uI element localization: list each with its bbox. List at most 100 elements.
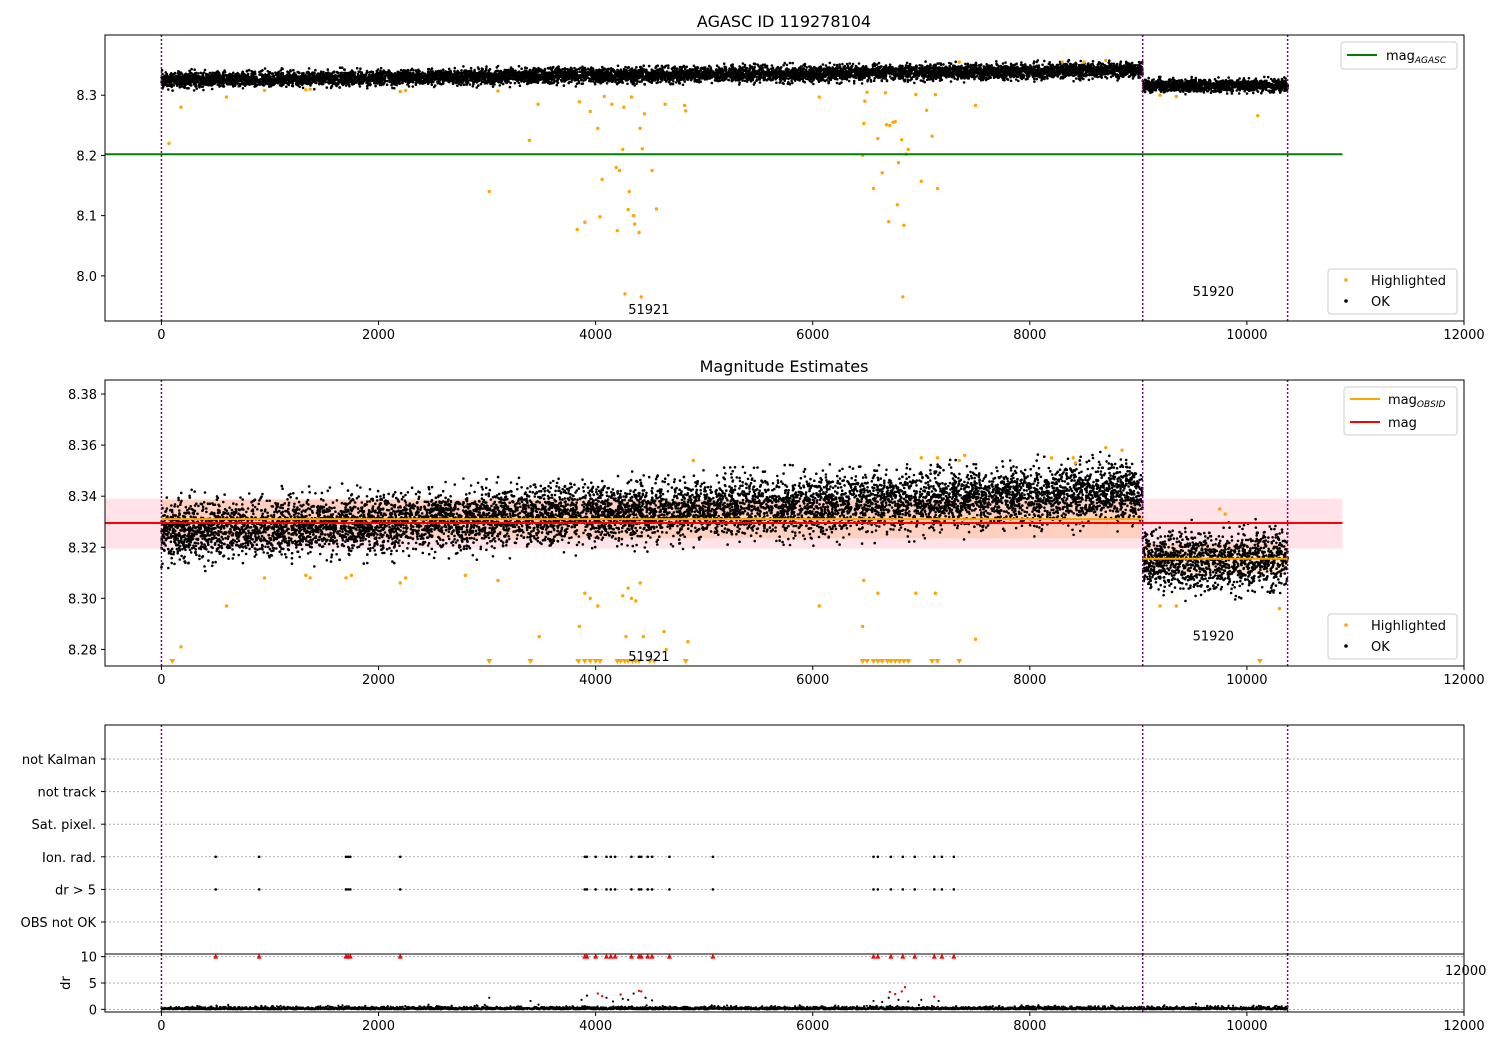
agasc-ok-point (1127, 75, 1131, 78)
agasc-ok-point (1091, 77, 1094, 80)
agasc-ok-point (1091, 62, 1094, 66)
agasc-ok-point (1043, 59, 1046, 63)
agasc-ok-point (1109, 75, 1113, 79)
agasc-ok-point (761, 66, 764, 69)
agasc-ok-point (391, 86, 394, 90)
agasc-ok-point (195, 87, 198, 90)
agasc-ok-point (355, 66, 359, 70)
agasc-ok-point (643, 83, 647, 86)
agasc-ok-point (473, 68, 476, 72)
agasc-ok-point (785, 63, 789, 67)
agasc-ok-point (210, 87, 214, 91)
agasc-ok-point (753, 81, 756, 84)
agasc-ok-point (949, 80, 953, 83)
agasc-ok-point (1033, 80, 1036, 83)
agasc-ok-point (1087, 78, 1091, 82)
agasc-ok-point (838, 82, 841, 85)
agasc-ok-point (888, 63, 892, 66)
agasc-ok-point (913, 66, 916, 69)
agasc-ok-point (338, 86, 341, 89)
agasc-ok-point (171, 89, 174, 92)
agasc-ok-point (462, 83, 466, 86)
agasc-ok-point (498, 84, 502, 87)
agasc-ok-point (1017, 79, 1020, 83)
agasc-ok-point (775, 81, 778, 84)
agasc-ok-point (1103, 64, 1107, 67)
agasc-ok-point (379, 66, 383, 70)
agasc-ok-point (841, 62, 844, 66)
agasc-ok-point (743, 63, 747, 67)
agasc-ok-point (406, 68, 410, 72)
agasc-ok-point (328, 72, 331, 76)
agasc-ok-point (411, 85, 415, 88)
agasc-ok-point (462, 65, 465, 68)
agasc-ok-point (905, 61, 909, 65)
agasc-ok-point (192, 89, 196, 92)
agasc-ok-point (984, 78, 988, 82)
agasc-panel-title: AGASC ID 119278104 (697, 12, 871, 31)
agasc-ok-point (624, 65, 627, 69)
agasc-ok-point (165, 72, 169, 76)
agasc-ok-point (430, 67, 434, 70)
agasc-ok-point (722, 62, 726, 65)
agasc-ok-point (973, 77, 976, 81)
agasc-ok-point (480, 67, 484, 70)
agasc-ok-point (730, 79, 734, 83)
agasc-ok-point (480, 80, 484, 84)
agasc-ok-point (187, 86, 190, 90)
agasc-ok-point (343, 68, 346, 71)
agasc-ok-point (710, 81, 714, 85)
agasc-ok-point (326, 68, 330, 71)
agasc-ok-point (1014, 78, 1018, 81)
agasc-ok-point (520, 67, 523, 70)
agasc-ok-point (763, 63, 767, 66)
agasc-ok-point (655, 81, 658, 85)
agasc-ok-point (1079, 59, 1082, 63)
agasc-ok-point (246, 72, 250, 76)
agasc-ok-point (976, 74, 979, 78)
agasc-ok-point (909, 79, 912, 82)
agasc-ok-point (376, 68, 380, 71)
agasc-ok-point (1009, 79, 1013, 83)
agasc-ok-point (202, 88, 205, 92)
agasc-ok-point (723, 65, 726, 68)
agasc-ok-point (964, 62, 967, 66)
agasc-ok-point (852, 79, 856, 83)
agasc-ok-point (616, 64, 620, 68)
agasc-ok-point (1032, 62, 1035, 65)
agasc-ok-point (160, 68, 164, 72)
agasc-ok-point (476, 66, 480, 69)
agasc-ok-point (477, 84, 480, 87)
agasc-ok-point (313, 87, 316, 91)
agasc-ok-point (397, 71, 400, 74)
agasc-ok-point (353, 71, 357, 74)
agasc-ok-point (880, 79, 883, 82)
agasc-ok-point (743, 79, 747, 83)
agasc-ok-point (995, 60, 998, 63)
agasc-ok-point (1115, 62, 1119, 66)
agasc-ok-point (456, 84, 459, 87)
agasc-ok-point (756, 63, 760, 66)
agasc-ok-point (948, 61, 951, 65)
agasc-ok-point (557, 65, 560, 68)
agasc-ok-point (1080, 76, 1084, 80)
agasc-ok-point (525, 66, 528, 70)
agasc-ok-point (469, 66, 473, 70)
agasc-ok-point (783, 61, 786, 65)
agasc-ok-point (336, 82, 340, 86)
agasc-ok-point (1066, 60, 1070, 63)
agasc-ok-point (770, 64, 774, 67)
agasc-ok-point (788, 61, 792, 65)
agasc-ok-point (869, 78, 873, 82)
agasc-ok-point (681, 83, 685, 87)
agasc-ok-point (848, 62, 851, 65)
agasc-ok-point (307, 67, 311, 70)
agasc-ok-point (279, 69, 283, 72)
agasc-ok-point (907, 64, 911, 68)
agasc-ok-point (579, 78, 583, 82)
agasc-ok-point (1004, 61, 1007, 64)
agasc-ok-point (962, 81, 966, 84)
agasc-ok-point (430, 83, 434, 86)
agasc-ok-point (954, 60, 957, 64)
